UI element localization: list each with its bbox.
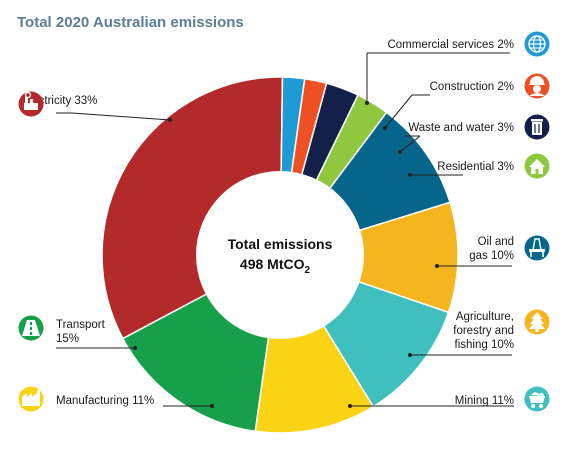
slice-label-manufacturing-11: Manufacturing 11% — [56, 395, 154, 407]
leader-lines — [56, 52, 514, 408]
leader-dot-electricity-33 — [168, 118, 172, 122]
leader-line-electricity-33 — [56, 112, 171, 121]
slice-labels: Electricity 33%Commercial services 2%Con… — [22, 39, 514, 407]
slice-agriculture — [277, 201, 459, 314]
leader-dot-waste-and-water-3 — [398, 150, 402, 154]
center-value: 498 MtCO2 — [240, 256, 311, 276]
slice-label-residential-3: Residential 3% — [437, 161, 514, 173]
leader-dot-agriculture — [408, 353, 412, 357]
slice-label-waste-and-water-3: Waste and water 3% — [408, 122, 514, 134]
leader-line-construction-2 — [384, 94, 430, 129]
leader-dot-commercial-services-2 — [365, 101, 369, 105]
center-value-subscript: 2 — [305, 265, 311, 276]
leader-dot-transport — [133, 346, 137, 350]
chart-title: Total 2020 Australian emissions — [17, 14, 244, 31]
house-icon — [524, 153, 550, 179]
tree-icon — [524, 309, 550, 335]
oil-rig-icon — [524, 235, 550, 261]
center-label: Total emissions — [228, 236, 333, 252]
slice-label-oil-and: Oil and gas 10% — [469, 236, 514, 262]
globe-icon — [524, 31, 550, 57]
slice-label-construction-2: Construction 2% — [430, 81, 514, 93]
leader-line-commercial-services-2 — [366, 52, 510, 103]
slice-label-commercial-services-2: Commercial services 2% — [387, 39, 514, 51]
hard-hat-worker-icon — [524, 73, 550, 99]
trash-bin-icon — [524, 114, 550, 140]
slice-label-transport: Transport 15% — [56, 319, 106, 345]
mine-cart-icon — [524, 386, 550, 412]
leader-dot-oil-and — [435, 264, 439, 268]
road-icon — [18, 315, 44, 341]
slice-label-mining-11: Mining 11% — [455, 395, 514, 407]
leader-line-waste-and-water-3 — [399, 135, 421, 153]
donut-hole — [196, 171, 364, 339]
power-plant-icon — [18, 91, 44, 117]
leader-dot-manufacturing-11 — [210, 404, 214, 408]
leader-dot-mining-11 — [348, 404, 352, 408]
leader-dot-construction-2 — [383, 126, 387, 130]
slice-label-agriculture: Agriculture, forestry and fishing 10% — [453, 311, 514, 351]
factory-icon — [18, 386, 44, 412]
leader-dot-residential-3 — [408, 173, 412, 177]
center-value-main: 498 MtCO — [240, 256, 305, 272]
category-icons — [18, 31, 550, 412]
